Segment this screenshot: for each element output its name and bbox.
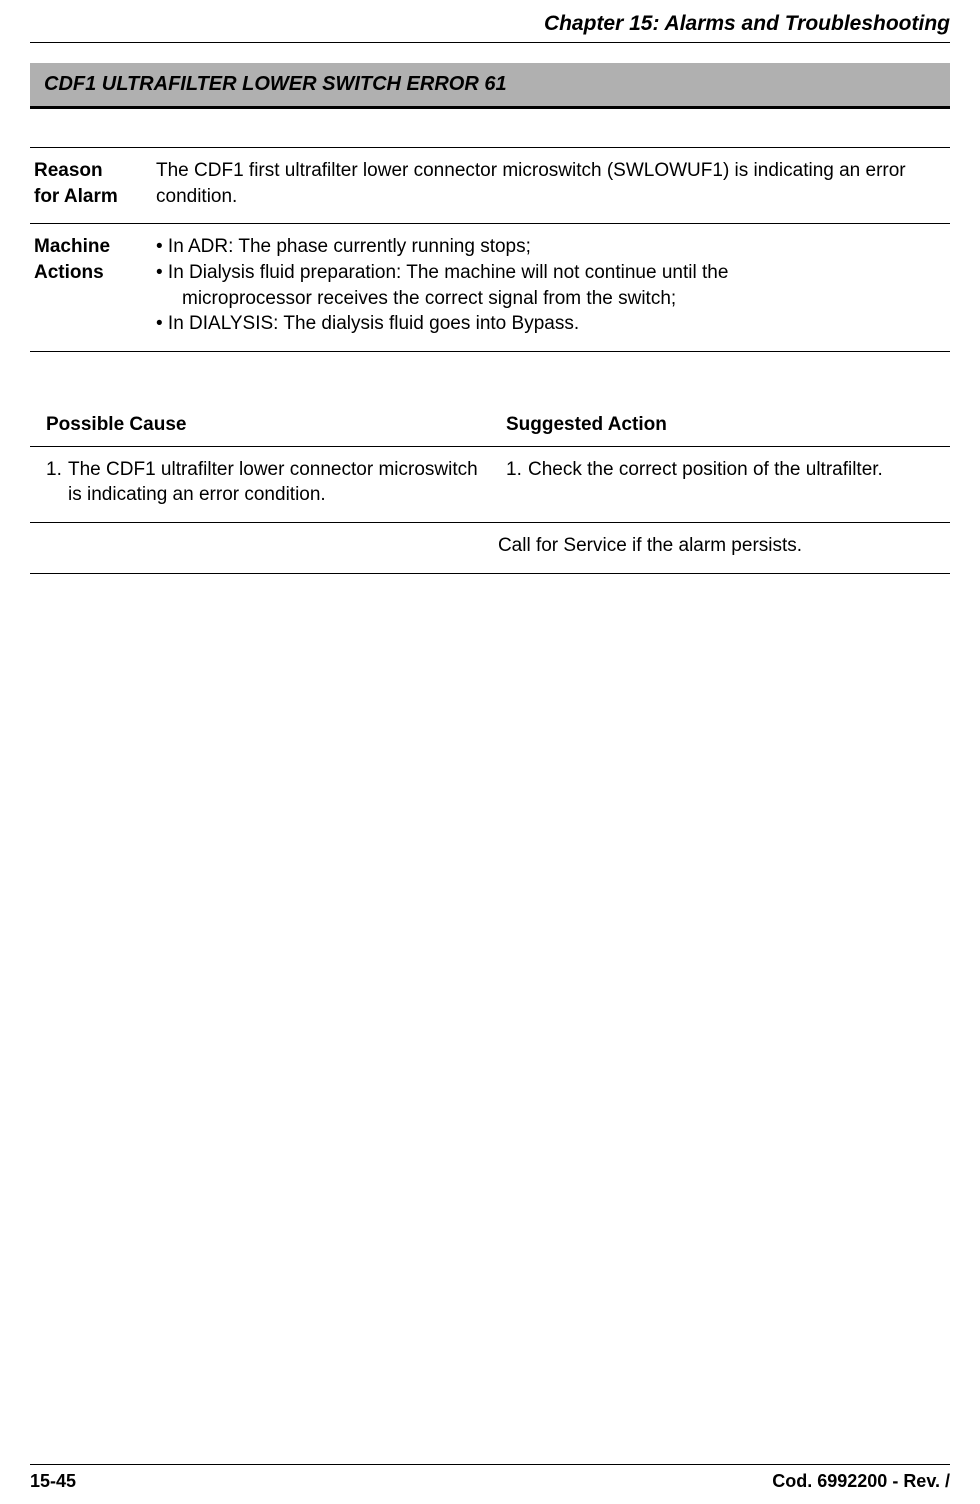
cause-1-text: The CDF1 ultrafilter lower connector mic… xyxy=(68,457,482,508)
header-rule xyxy=(30,42,950,43)
suggested-action-header: Suggested Action xyxy=(490,408,950,447)
cause-action-table: Possible Cause Suggested Action 1. The C… xyxy=(30,408,950,574)
doc-code: Cod. 6992200 - Rev. / xyxy=(772,1471,950,1492)
page-header: Chapter 15: Alarms and Troubleshooting xyxy=(30,0,950,43)
machine-bullet-2-cont: microprocessor receives the correct sign… xyxy=(156,286,942,312)
alarm-banner-text: CDF1 ULTRAFILTER LOWER SWITCH ERROR 61 xyxy=(44,73,936,96)
persist-cell: Call for Service if the alarm persists. xyxy=(30,523,950,574)
reason-label-l1: Reason xyxy=(34,160,103,181)
machine-actions-row: Machine Actions • In ADR: The phase curr… xyxy=(30,224,950,352)
persist-text: Call for Service if the alarm persists. xyxy=(128,533,802,559)
machine-bullet-3: • In DIALYSIS: The dialysis fluid goes i… xyxy=(156,311,942,337)
page-footer: 15-45 Cod. 6992200 - Rev. / xyxy=(30,1464,950,1492)
possible-cause-header: Possible Cause xyxy=(30,408,490,447)
persist-row: Call for Service if the alarm persists. xyxy=(30,523,950,574)
reason-label: Reason for Alarm xyxy=(30,148,148,224)
alarm-banner: CDF1 ULTRAFILTER LOWER SWITCH ERROR 61 xyxy=(30,63,950,109)
machine-actions-label: Machine Actions xyxy=(30,224,148,352)
cause-1-num: 1. xyxy=(46,457,68,508)
machine-bullet-2: • In Dialysis fluid preparation: The mac… xyxy=(156,260,942,286)
machine-bullet-1: • In ADR: The phase currently running st… xyxy=(156,234,942,260)
cause-row-1: 1. The CDF1 ultrafilter lower connector … xyxy=(30,446,950,522)
chapter-title: Chapter 15: Alarms and Troubleshooting xyxy=(30,12,950,36)
footer-row: 15-45 Cod. 6992200 - Rev. / xyxy=(30,1471,950,1492)
machine-actions-text: • In ADR: The phase currently running st… xyxy=(148,224,950,352)
machine-label-l1: Machine xyxy=(34,236,110,257)
cause-cell-1: 1. The CDF1 ultrafilter lower connector … xyxy=(30,446,490,522)
page-number: 15-45 xyxy=(30,1471,76,1492)
machine-label-l2: Actions xyxy=(34,262,104,283)
reason-text: The CDF1 first ultrafilter lower connect… xyxy=(148,148,950,224)
action-cell-1: 1. Check the correct position of the ult… xyxy=(490,446,950,522)
cause-header-row: Possible Cause Suggested Action xyxy=(30,408,950,447)
action-1-text: Check the correct position of the ultraf… xyxy=(528,457,942,483)
reason-label-l2: for Alarm xyxy=(34,186,118,207)
footer-rule xyxy=(30,1464,950,1465)
action-1-num: 1. xyxy=(506,457,528,483)
reason-row: Reason for Alarm The CDF1 first ultrafil… xyxy=(30,148,950,224)
info-table: Reason for Alarm The CDF1 first ultrafil… xyxy=(30,147,950,352)
